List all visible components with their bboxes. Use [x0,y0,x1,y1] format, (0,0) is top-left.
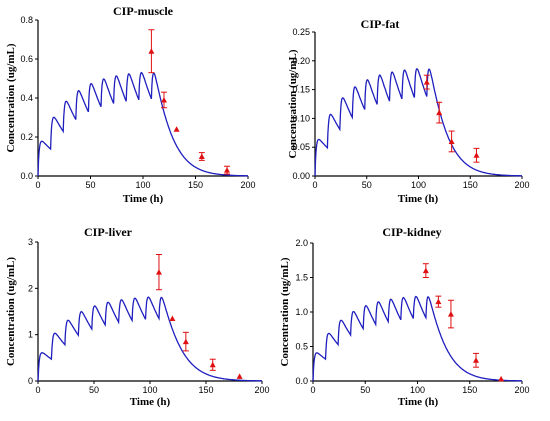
observed-point [498,375,505,382]
x-tick-label: 100 [142,385,157,395]
x-tick-label: 200 [514,180,529,190]
x-tick-label: 100 [135,180,150,190]
x-tick-label: 0 [35,385,40,395]
observed-point [209,361,216,368]
chart-title: CIP-liver [84,225,133,239]
observed-point [448,138,455,144]
y-axis-label: Concentration (ug/mL) [279,257,291,366]
y-tick-label: 0.00 [292,171,310,181]
y-tick-label: 0 [28,376,33,386]
x-tick-label: 50 [360,385,370,395]
observed-point [169,315,176,321]
chart-title: CIP-kidney [382,225,441,239]
chart-title: CIP-muscle [113,4,174,18]
observed-point [422,267,429,274]
x-tick-label: 100 [410,385,425,395]
y-tick-label: 0.5 [295,342,308,352]
x-tick-label: 0 [35,180,40,190]
simulated-line [312,295,522,382]
observed-point [435,298,442,305]
y-tick-label: 0.10 [292,113,310,123]
y-tick-label: 3 [28,237,33,247]
x-tick-label: 200 [514,385,529,395]
chart-title: CIP-fat [361,17,400,31]
observed-point [436,109,443,116]
observed-point [473,152,480,158]
y-tick-label: 0.20 [292,56,310,66]
x-axis-label: Time (h) [123,193,164,205]
y-tick-label: 0.4 [20,93,33,103]
y-tick-label: 1 [28,330,33,340]
x-axis-label: Time (h) [130,396,171,408]
simulated-line [314,67,522,177]
observed-point [447,311,454,317]
y-tick-label: 0.15 [292,85,310,95]
x-axis-label: Time (h) [398,396,439,408]
observed-point [236,373,243,379]
observed-point [198,153,205,159]
x-tick-label: 200 [240,180,255,190]
chart-panel-3: CIP-liver 0 50 100 150 200 0 1 2 3 Time (h) Concent… [5,225,270,408]
x-tick-label: 150 [198,385,213,395]
x-tick-label: 0 [310,385,315,395]
observed-point [423,79,430,85]
observed-point [473,357,480,363]
y-axis-label: Concentration (ug/mL) [5,43,17,152]
y-tick-label: 1.5 [295,273,308,283]
x-tick-label: 100 [411,180,426,190]
observed-point [173,126,180,132]
y-tick-label: 1.0 [295,307,308,317]
x-tick-label: 50 [362,180,372,190]
x-tick-label: 50 [85,180,95,190]
y-tick-label: 0.2 [20,132,33,142]
observed-point [161,96,167,103]
y-tick-label: 0.6 [20,54,33,64]
y-tick-label: 0.25 [292,27,310,37]
x-tick-label: 150 [462,385,477,395]
observed-point [182,338,189,345]
observed-point [224,167,230,173]
x-axis-label: Time (h) [398,193,439,205]
x-tick-label: 0 [312,180,317,190]
x-tick-label: 150 [463,180,478,190]
y-tick-label: 0.0 [295,376,308,386]
y-tick-label: 2 [28,283,33,293]
x-tick-label: 150 [188,180,203,190]
simulated-line [37,71,248,177]
chart-panel-4: CIP-kidney 0 50 100 150 200 0.0 0.5 1.0 1.5 2.0 Tim… [279,225,530,408]
y-axis-label: Concentration (ug/mL) [5,257,17,366]
observed-point [155,269,162,275]
observed-point [148,48,155,54]
y-tick-label: 0.05 [292,142,310,152]
y-tick-label: 0.0 [20,171,33,181]
x-tick-label: 50 [89,385,99,395]
y-axis-label: Concentration (ug/mL) [287,49,299,158]
x-tick-label: 200 [254,385,269,395]
y-tick-label: 2.0 [295,238,308,248]
y-tick-label: 0.8 [20,15,33,25]
chart-panel-1: CIP-muscle 0 50 100 150 200 0.0 0.2 0.4 0.6 0.8 Tim… [5,4,256,205]
simulated-line [37,296,262,382]
chart-panel-2: CIP-fat 0 50 100 150 200 0.00 0.05 0.10 0.15 0.20 0… [287,17,530,205]
